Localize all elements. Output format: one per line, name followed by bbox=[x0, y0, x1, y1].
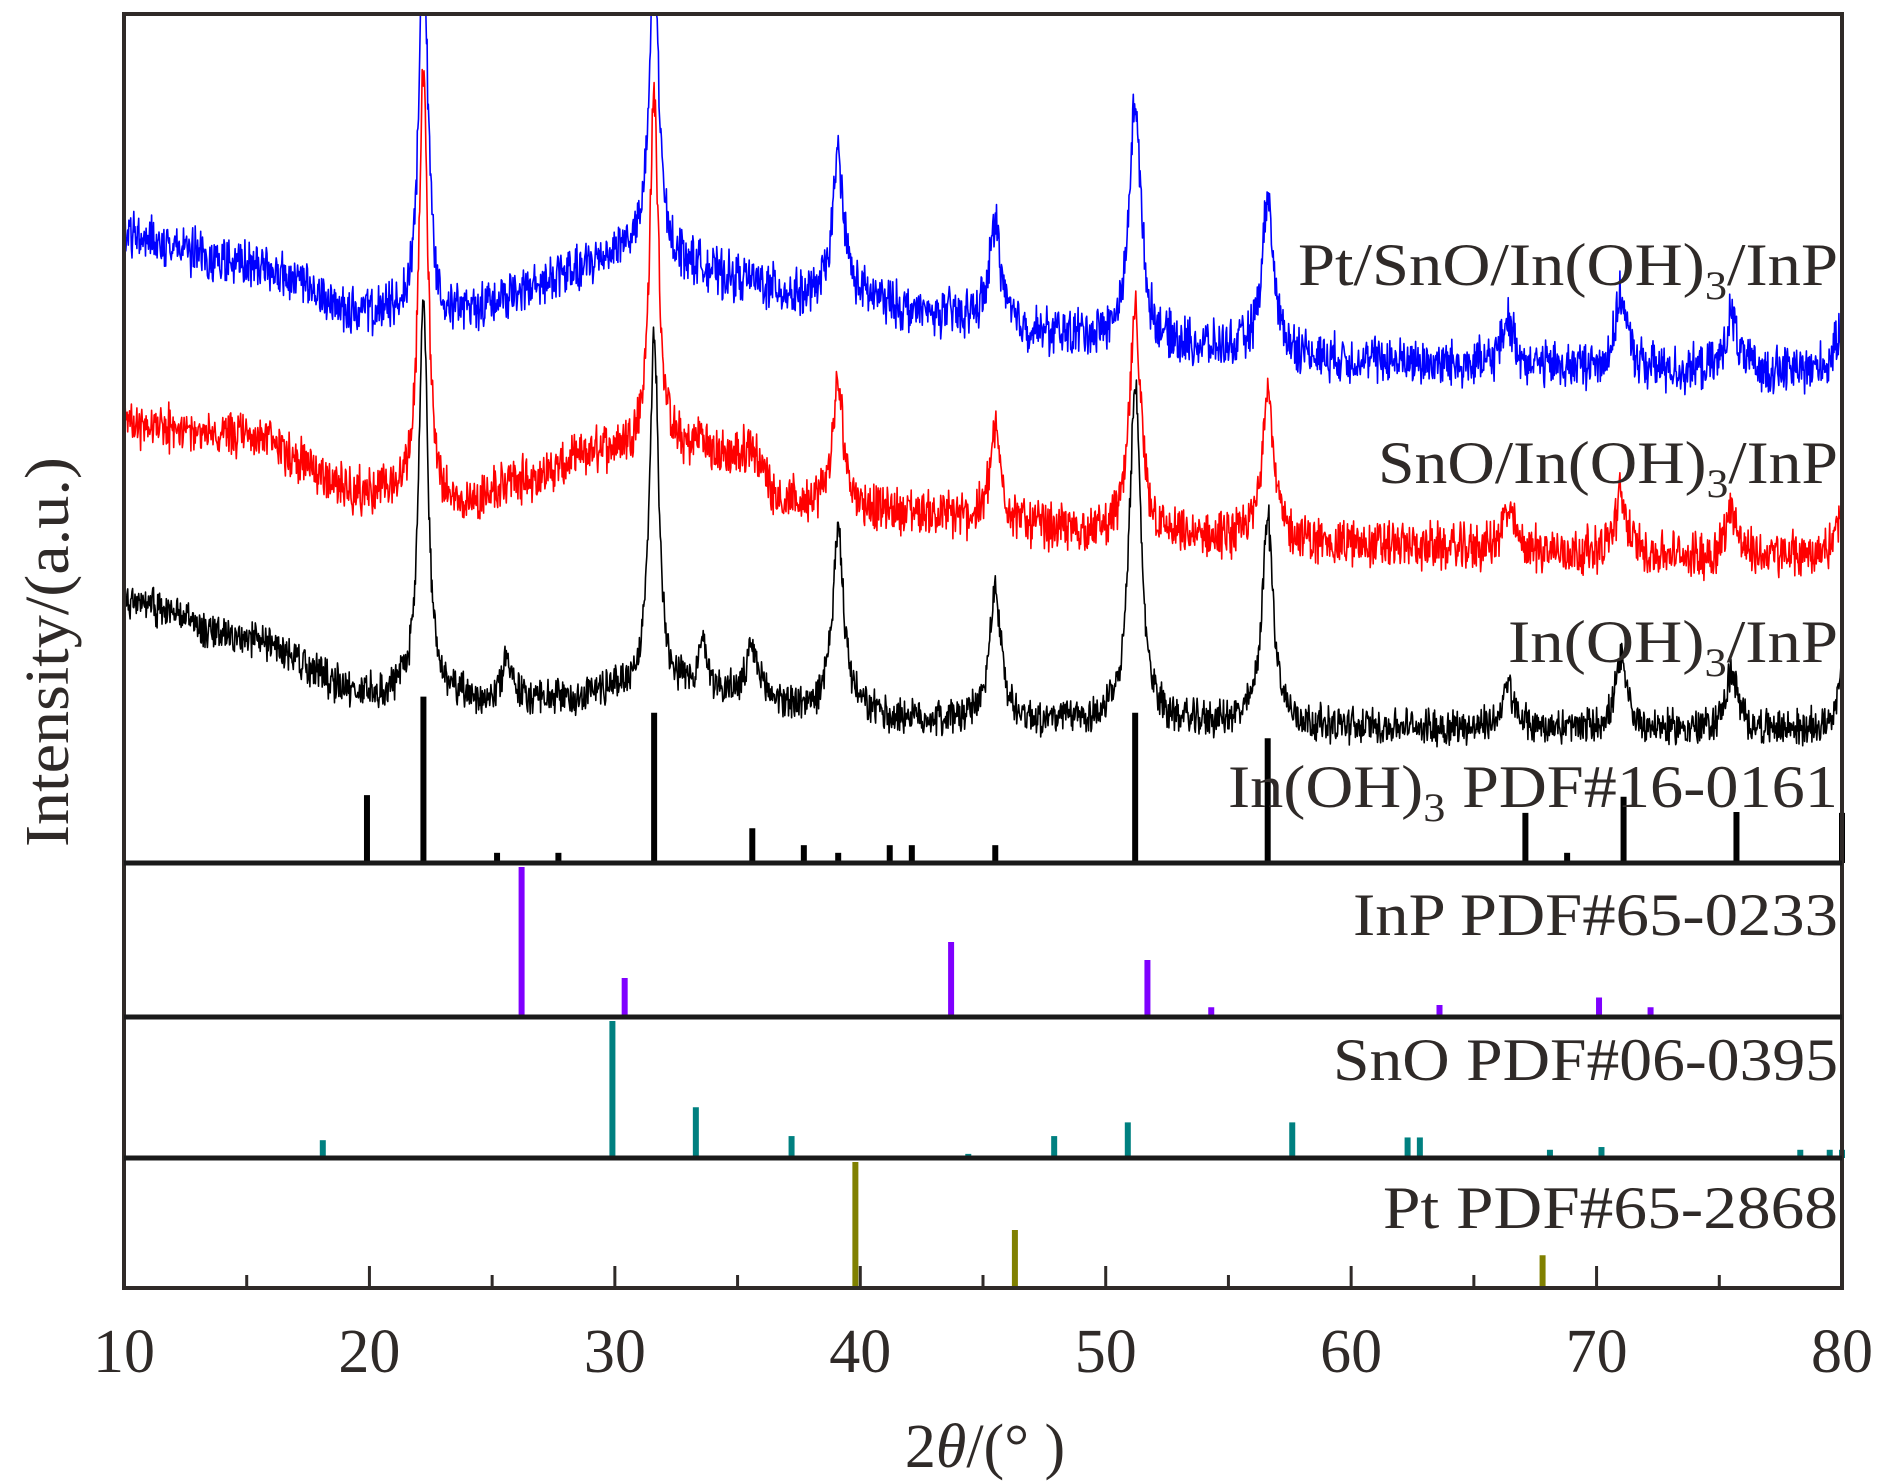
x-tick-label: 20 bbox=[338, 1318, 400, 1386]
trace-in-oh-3-inp bbox=[123, 299, 1843, 748]
ref-label-pt: Pt PDF#65-2868 bbox=[1383, 1175, 1838, 1241]
x-tick-label: 30 bbox=[584, 1318, 646, 1386]
ref-label-inoh3: In(OH) 3 PDF#16-0161 bbox=[1228, 754, 1838, 830]
series-label-pt: Pt/SnO/In(OH) 3/InP bbox=[1298, 232, 1838, 308]
x-tick-label: 70 bbox=[1566, 1318, 1628, 1386]
y-axis-title: Intensity/(a.u.) bbox=[14, 457, 82, 847]
x-axis-title: 2θ/(° ) bbox=[905, 1413, 1065, 1481]
x-tick-label: 10 bbox=[93, 1318, 155, 1386]
x-tick-label: 40 bbox=[829, 1318, 891, 1386]
x-tick-labels: 10 20 30 40 50 60 70 80 bbox=[93, 1318, 1873, 1386]
trace-pt-sno-in-oh-3-inp bbox=[123, 14, 1843, 396]
sample-traces bbox=[123, 14, 1843, 748]
trace-sno-in-oh-3-inp bbox=[123, 68, 1843, 582]
x-tick-label: 80 bbox=[1811, 1318, 1873, 1386]
x-axis-ticks bbox=[245, 1266, 1721, 1288]
series-label-sno: SnO/In(OH) 3/InP bbox=[1378, 430, 1838, 506]
x-tick-label: 60 bbox=[1320, 1318, 1382, 1386]
reference-sticks bbox=[319, 696, 1845, 1288]
ref-label-inp: InP PDF#65-0233 bbox=[1353, 882, 1838, 948]
x-tick-label: 50 bbox=[1075, 1318, 1137, 1386]
series-label-inoh3: In(OH) 3/InP bbox=[1508, 609, 1838, 685]
ref-label-sno: SnO PDF#06-0395 bbox=[1333, 1027, 1838, 1093]
